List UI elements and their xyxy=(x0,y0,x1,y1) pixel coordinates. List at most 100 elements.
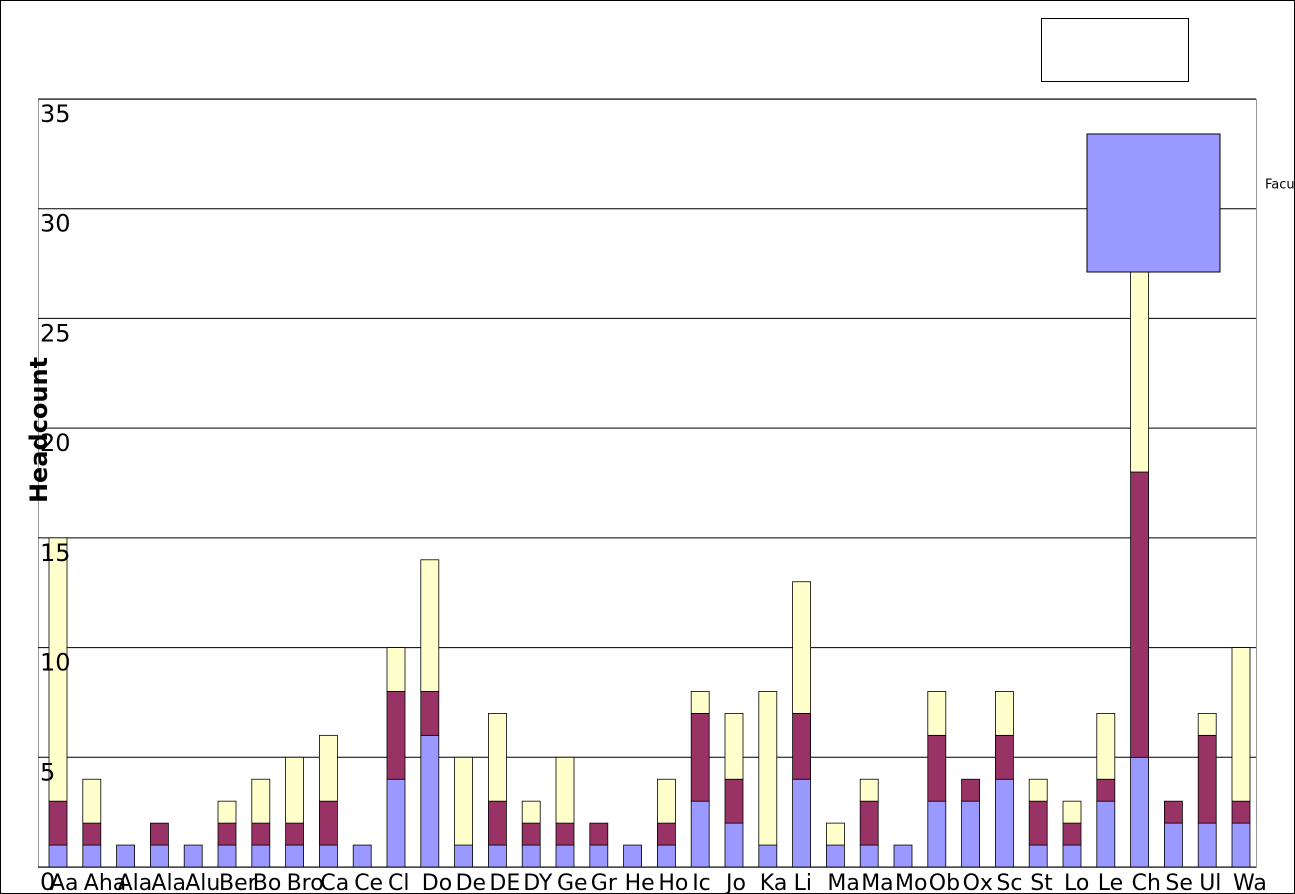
bar-segment xyxy=(758,691,778,846)
bar-segment xyxy=(927,800,947,868)
bar-segment xyxy=(1197,822,1217,868)
bar-segment xyxy=(48,537,68,802)
bar-segment xyxy=(1231,800,1251,824)
bar-segment xyxy=(1164,822,1183,868)
y-axis-label: Headcount xyxy=(25,357,53,503)
bar-segment xyxy=(589,822,609,846)
bar-segment xyxy=(1231,822,1251,868)
bar-segment xyxy=(690,713,710,802)
x-tick-label: Ch xyxy=(1132,871,1161,894)
bar-segment xyxy=(1028,778,1048,802)
bar-segment xyxy=(859,778,879,802)
x-tick-label: He xyxy=(625,871,655,894)
x-tick-label: Ka xyxy=(760,871,788,894)
bar-segment xyxy=(82,822,102,846)
bar-segment xyxy=(1130,756,1149,868)
bar-segment xyxy=(386,691,406,780)
bar-segment xyxy=(724,778,744,824)
bar-segment xyxy=(48,800,68,846)
bar-segment xyxy=(217,844,237,868)
y-tick-label: 15 xyxy=(40,539,71,567)
bar-segment xyxy=(961,778,980,802)
x-tick-label: Aha xyxy=(84,871,126,894)
bar-segment xyxy=(995,778,1014,868)
bar-segment xyxy=(285,844,305,868)
y-tick-label: 35 xyxy=(40,100,71,128)
bar-segment xyxy=(589,844,609,868)
bar-segment xyxy=(657,822,676,846)
bars xyxy=(48,208,1251,868)
x-tick-label: Ob xyxy=(929,871,960,894)
bar-segment xyxy=(859,844,879,868)
plot-area xyxy=(38,99,1257,868)
bar-segment xyxy=(792,713,811,780)
x-tick-label: Mo xyxy=(895,871,927,894)
y-tick-label: 0 xyxy=(40,868,55,894)
x-tick-label: Se xyxy=(1165,871,1193,894)
bar-segment xyxy=(1062,800,1082,824)
bar-segment xyxy=(454,756,474,846)
x-tick-label: Ox xyxy=(963,871,993,894)
y-tick-label: 10 xyxy=(40,649,71,677)
x-tick-label: Do xyxy=(422,871,452,894)
x-tick-label: De xyxy=(456,871,486,894)
bar-segment xyxy=(893,844,913,868)
x-tick-label: Le xyxy=(1098,871,1123,894)
x-tick-label: Ma xyxy=(861,871,893,894)
x-tick-label: Ala xyxy=(151,871,186,894)
bar-segment xyxy=(927,734,947,802)
bar-segment xyxy=(487,800,507,846)
bar-segment xyxy=(1164,800,1183,824)
bar-segment xyxy=(758,844,778,868)
y-tick-label: 20 xyxy=(40,429,71,457)
bar-segment xyxy=(724,713,744,780)
x-tick-label: Sc xyxy=(996,871,1022,894)
x-tick-label: Lo xyxy=(1064,871,1089,894)
bar-segment xyxy=(217,822,237,846)
bar-segment xyxy=(1096,800,1116,868)
bar-segment xyxy=(386,778,406,868)
bar-segment xyxy=(420,559,440,692)
bar-segment xyxy=(149,822,169,846)
bar-segment xyxy=(386,647,406,692)
x-tick-label: Ho xyxy=(658,871,688,894)
bar-segment xyxy=(690,800,710,868)
bar-segment xyxy=(454,844,474,868)
x-tick-label: Bro xyxy=(287,871,324,894)
bar-segment xyxy=(1231,647,1251,802)
bar-segment xyxy=(285,756,305,824)
x-tick-label: DY xyxy=(523,871,553,894)
bar-segment xyxy=(285,822,305,846)
x-tick-label: Ic xyxy=(692,871,711,894)
bar-segment xyxy=(183,844,203,868)
bar-segment xyxy=(48,844,68,868)
grid xyxy=(38,98,1256,868)
bar-segment xyxy=(352,844,372,868)
bar-segment xyxy=(116,844,135,868)
legend-label: Facu xyxy=(1265,178,1295,193)
bar-segment xyxy=(217,800,237,824)
bar-segment xyxy=(859,800,879,846)
bar-segment xyxy=(1062,844,1082,868)
bar-segment xyxy=(792,581,811,714)
x-tick-label: DE xyxy=(489,871,520,894)
legend-swatch xyxy=(1086,133,1221,273)
x-tick-label: Alu xyxy=(185,871,220,894)
bar-segment xyxy=(826,844,845,868)
bar-segment xyxy=(487,713,507,802)
bar-segment xyxy=(1096,778,1116,802)
bar-segment xyxy=(555,822,575,846)
bar-segment xyxy=(251,778,271,824)
y-tick-label: 5 xyxy=(40,758,55,786)
x-tick-label: Ber xyxy=(219,871,258,894)
bar-segment xyxy=(1028,844,1048,868)
x-tick-label: Bo xyxy=(253,871,282,894)
bar-segment xyxy=(521,844,541,868)
bar-segment xyxy=(690,691,710,714)
bar-segment xyxy=(251,822,271,846)
y-tick-label: 25 xyxy=(40,319,71,347)
x-tick-label: Cl xyxy=(388,871,409,894)
x-tick-label: Ma xyxy=(827,871,859,894)
